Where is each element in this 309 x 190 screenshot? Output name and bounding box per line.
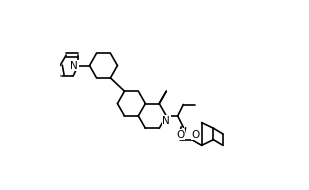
Text: N: N xyxy=(70,61,78,70)
Text: O: O xyxy=(192,130,200,140)
Text: N: N xyxy=(163,116,170,126)
Text: O: O xyxy=(176,130,184,140)
